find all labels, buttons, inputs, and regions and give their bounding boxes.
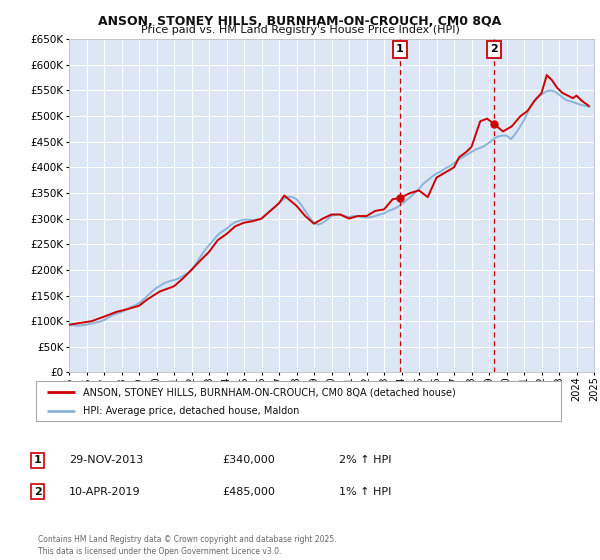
Text: 1% ↑ HPI: 1% ↑ HPI xyxy=(339,487,391,497)
Text: Price paid vs. HM Land Registry's House Price Index (HPI): Price paid vs. HM Land Registry's House … xyxy=(140,25,460,35)
Text: HPI: Average price, detached house, Maldon: HPI: Average price, detached house, Mald… xyxy=(83,406,299,416)
Text: 29-NOV-2013: 29-NOV-2013 xyxy=(69,455,143,465)
Text: 2% ↑ HPI: 2% ↑ HPI xyxy=(339,455,391,465)
Text: 1: 1 xyxy=(396,44,404,54)
Text: 2: 2 xyxy=(34,487,41,497)
Text: £340,000: £340,000 xyxy=(222,455,275,465)
Text: Contains HM Land Registry data © Crown copyright and database right 2025.
This d: Contains HM Land Registry data © Crown c… xyxy=(38,535,337,556)
Text: ANSON, STONEY HILLS, BURNHAM-ON-CROUCH, CM0 8QA (detached house): ANSON, STONEY HILLS, BURNHAM-ON-CROUCH, … xyxy=(83,387,456,397)
Text: 10-APR-2019: 10-APR-2019 xyxy=(69,487,140,497)
Text: £485,000: £485,000 xyxy=(222,487,275,497)
Text: 2: 2 xyxy=(490,44,497,54)
Text: ANSON, STONEY HILLS, BURNHAM-ON-CROUCH, CM0 8QA: ANSON, STONEY HILLS, BURNHAM-ON-CROUCH, … xyxy=(98,15,502,27)
Text: 1: 1 xyxy=(34,455,41,465)
